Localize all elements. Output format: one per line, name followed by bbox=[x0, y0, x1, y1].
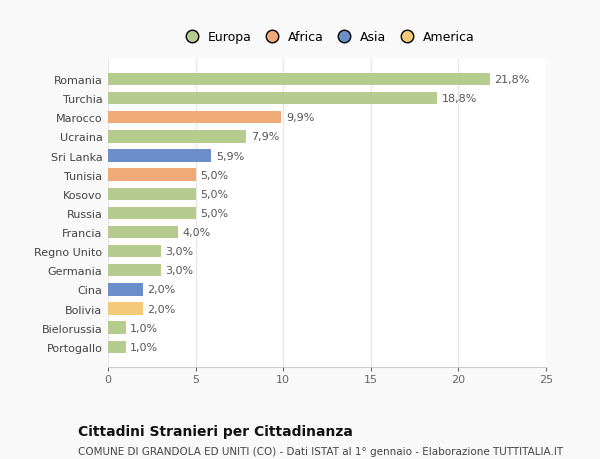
Text: 9,9%: 9,9% bbox=[286, 113, 314, 123]
Text: 3,0%: 3,0% bbox=[165, 266, 193, 276]
Text: COMUNE DI GRANDOLA ED UNITI (CO) - Dati ISTAT al 1° gennaio - Elaborazione TUTTI: COMUNE DI GRANDOLA ED UNITI (CO) - Dati … bbox=[78, 446, 563, 456]
Text: 5,0%: 5,0% bbox=[200, 208, 228, 218]
Bar bbox=[108, 207, 196, 220]
Text: 5,0%: 5,0% bbox=[200, 190, 228, 199]
Text: 1,0%: 1,0% bbox=[130, 342, 158, 352]
Text: 21,8%: 21,8% bbox=[494, 75, 530, 85]
Text: 1,0%: 1,0% bbox=[130, 323, 158, 333]
Text: 18,8%: 18,8% bbox=[442, 94, 477, 104]
Bar bbox=[108, 73, 490, 86]
Bar bbox=[108, 150, 211, 162]
Text: 2,0%: 2,0% bbox=[148, 304, 176, 314]
Bar bbox=[108, 341, 125, 353]
Bar bbox=[108, 264, 161, 277]
Bar bbox=[108, 322, 125, 334]
Bar bbox=[108, 112, 281, 124]
Bar bbox=[108, 93, 437, 105]
Bar bbox=[108, 246, 161, 258]
Bar bbox=[108, 169, 196, 181]
Bar bbox=[108, 131, 247, 143]
Legend: Europa, Africa, Asia, America: Europa, Africa, Asia, America bbox=[175, 26, 479, 49]
Text: 2,0%: 2,0% bbox=[148, 285, 176, 295]
Bar bbox=[108, 188, 196, 201]
Text: 5,0%: 5,0% bbox=[200, 170, 228, 180]
Bar bbox=[108, 226, 178, 239]
Text: 7,9%: 7,9% bbox=[251, 132, 279, 142]
Text: 5,9%: 5,9% bbox=[216, 151, 244, 161]
Text: Cittadini Stranieri per Cittadinanza: Cittadini Stranieri per Cittadinanza bbox=[78, 425, 353, 438]
Text: 4,0%: 4,0% bbox=[182, 228, 211, 237]
Bar bbox=[108, 302, 143, 315]
Text: 3,0%: 3,0% bbox=[165, 246, 193, 257]
Bar bbox=[108, 284, 143, 296]
